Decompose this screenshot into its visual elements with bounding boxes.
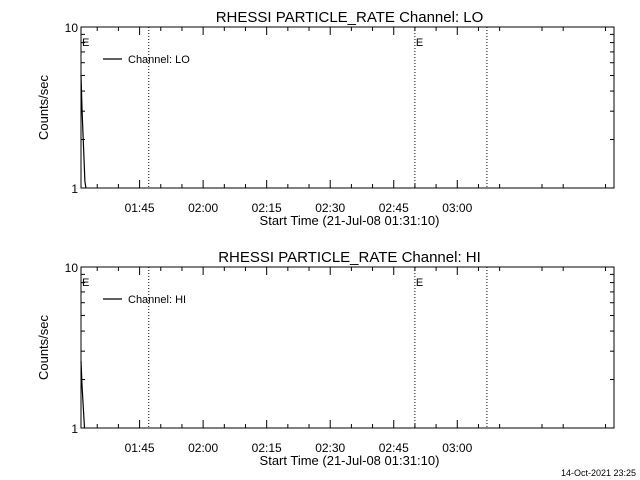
x-axis-label: Start Time (21-Jul-08 01:31:10) [260,453,440,468]
x-tick-label: 02:00 [188,441,218,455]
y-axis-label: Counts/sec [36,314,51,380]
y-tick-label: 1 [71,182,78,196]
edge-event-label: E [82,277,89,289]
series-line [80,361,86,429]
x-tick-label: 03:00 [442,201,472,215]
panel-1: RHESSI PARTICLE_RATE Channel: LO 1 10 01:45… [36,9,615,228]
chart-title: RHESSI PARTICLE_RATE Channel: HI [218,249,481,266]
x-tick-label: 02:30 [315,441,345,455]
x-tick-label: 02:15 [252,201,282,215]
panel-2: RHESSI PARTICLE_RATE Channel: HI 1 10 01:45… [36,249,615,468]
generation-timestamp: 14-Oct-2021 23:25 [561,468,636,478]
x-axis-label: Start Time (21-Jul-08 01:31:10) [260,213,440,228]
chart-title: RHESSI PARTICLE_RATE Channel: LO [216,9,484,26]
legend-entry: Channel: LO [128,54,190,66]
plot-frame [80,26,615,189]
x-tick-label: 02:45 [379,441,409,455]
event-label: E [416,37,423,49]
x-tick-label: 01:45 [125,201,155,215]
y-tick-label: 1 [71,422,78,436]
series-line [80,75,87,189]
x-tick-label: 02:45 [379,201,409,215]
x-tick-label: 02:15 [252,441,282,455]
y-axis-label: Counts/sec [36,74,51,140]
x-tick-label: 01:45 [125,441,155,455]
panels: RHESSI PARTICLE_RATE Channel: LO 1 10 01:45… [36,9,615,468]
x-tick-label: 03:00 [442,441,472,455]
y-tick-label: 10 [65,261,79,275]
event-label: E [416,277,423,289]
edge-event-label: E [82,37,89,49]
y-tick-label: 10 [65,21,79,35]
legend-entry: Channel: HI [128,294,186,306]
x-tick-label: 02:00 [188,201,218,215]
plot-frame [80,266,615,429]
x-tick-label: 02:30 [315,201,345,215]
